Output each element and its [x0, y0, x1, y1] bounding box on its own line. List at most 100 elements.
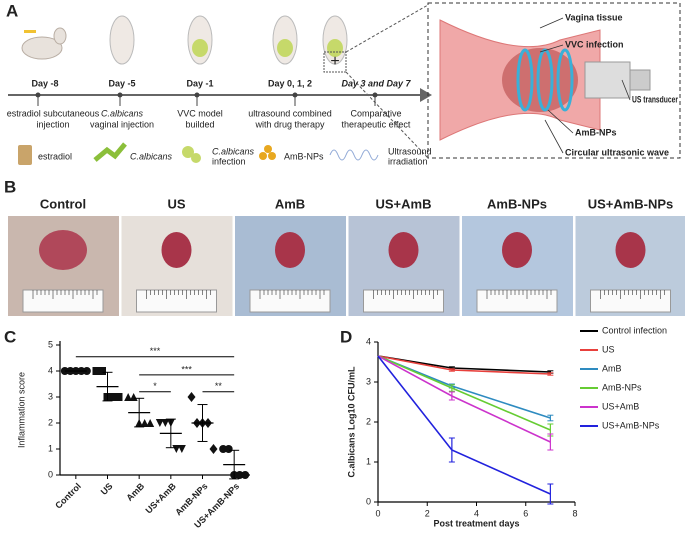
- plus: +: [330, 53, 339, 70]
- y-tick-label: 2: [366, 416, 371, 426]
- point: [114, 393, 123, 401]
- point: [140, 419, 149, 427]
- ruler: [363, 289, 444, 313]
- legend-text: irradiation: [388, 156, 428, 166]
- step-text: with drug therapy: [254, 119, 325, 129]
- point: [235, 471, 244, 479]
- series-line: [377, 355, 551, 495]
- day-label: Day 0, 1, 2: [268, 78, 312, 88]
- x-tick-label: US: [99, 481, 115, 497]
- point: [219, 445, 228, 453]
- y-tick-label: 1: [48, 443, 53, 453]
- point: [172, 445, 181, 453]
- legend-text: C.albicans: [130, 151, 173, 161]
- step-text: ultrasound combined: [248, 108, 332, 118]
- y-tick-label: 0: [48, 469, 53, 479]
- legend-label: US+AmB-NPs: [602, 420, 660, 430]
- inset-label: Vagina tissue: [565, 12, 623, 22]
- photo-lesion: [275, 232, 305, 268]
- step-text: VVC model: [177, 108, 223, 118]
- point: [98, 367, 106, 375]
- legend-label: US: [602, 344, 615, 354]
- sig-label: ***: [150, 346, 161, 356]
- legend-text: estradiol: [38, 151, 72, 161]
- step-text: C.albicans: [101, 108, 144, 118]
- point: [177, 445, 186, 453]
- legend-text: Ultrasound: [388, 146, 432, 156]
- legend-label: Control infection: [602, 325, 667, 335]
- step-text: Comparative: [350, 108, 401, 118]
- ruler: [476, 289, 558, 313]
- inset-label: Circular ultrasonic wave: [565, 147, 669, 157]
- sig-label: ***: [181, 364, 192, 374]
- y-tick-label: 4: [48, 365, 53, 375]
- sig-label: **: [215, 381, 223, 391]
- panel-label: C: [4, 327, 16, 346]
- point: [209, 444, 218, 454]
- point: [224, 445, 233, 453]
- y-tick-label: 4: [366, 336, 371, 346]
- group-label: AmB-NPs: [487, 196, 547, 211]
- point: [187, 392, 196, 402]
- legend-label: US+AmB: [602, 401, 639, 411]
- panel-label: D: [340, 327, 352, 346]
- y-tick-label: 2: [48, 417, 53, 427]
- day-label: Day -5: [108, 78, 135, 88]
- step-text: therapeutic effect: [342, 119, 411, 129]
- y-tick-label: 3: [48, 391, 53, 401]
- x-tick-label: 4: [474, 508, 479, 518]
- y-axis-label: C.albicans Log10 CFU/mL: [346, 366, 356, 478]
- photo-lesion: [161, 232, 192, 268]
- x-tick-label: Control: [53, 481, 83, 511]
- ruler: [249, 289, 331, 313]
- group-label: US+AmB-NPs: [588, 196, 674, 211]
- y-tick-label: 5: [48, 339, 53, 349]
- step-text: vaginal injection: [90, 119, 154, 129]
- point: [146, 419, 155, 427]
- series-line: [377, 355, 551, 419]
- y-tick-label: 1: [366, 456, 371, 466]
- inset-label: VVC infection: [565, 39, 624, 49]
- callout: [539, 44, 564, 53]
- day-label: Day 3 and Day 7: [341, 78, 411, 88]
- group-label: US+AmB: [376, 196, 432, 211]
- point: [241, 471, 250, 479]
- group-label: Control: [40, 196, 86, 211]
- point: [155, 419, 164, 427]
- photo-lesion: [615, 232, 646, 268]
- callout: [547, 109, 574, 134]
- point: [92, 367, 101, 375]
- x-tick-label: 2: [425, 508, 430, 518]
- ruler: [590, 289, 671, 313]
- photo-lesion: [39, 230, 87, 270]
- panel-b-photos: [8, 216, 685, 316]
- x-tick-label: 6: [523, 508, 528, 518]
- panel-label: B: [4, 177, 16, 196]
- y-tick-label: 0: [366, 496, 371, 506]
- callout: [544, 119, 564, 154]
- legend-text: infection: [212, 156, 246, 166]
- callout: [539, 17, 564, 29]
- step-text: builded: [185, 119, 214, 129]
- inset-label: US transducer: [632, 94, 678, 104]
- x-tick-label: AmB: [124, 481, 146, 503]
- legend-text: AmB-NPs: [284, 151, 324, 161]
- series-line: [377, 355, 551, 431]
- point: [124, 393, 133, 401]
- photo-lesion: [502, 232, 532, 268]
- x-tick-label: 0: [375, 508, 380, 518]
- x-tick-label: 8: [572, 508, 577, 518]
- legend-text: C.albicans: [212, 146, 255, 156]
- callout: [621, 79, 631, 101]
- point: [129, 393, 138, 401]
- y-axis-label: Inflammation score: [16, 372, 26, 448]
- group-label: AmB: [275, 196, 305, 211]
- day-label: Day -8: [31, 78, 58, 88]
- legend-label: AmB: [602, 363, 622, 373]
- x-axis-label: Post treatment days: [433, 518, 519, 528]
- panel-label: A: [6, 1, 18, 20]
- ruler: [22, 289, 104, 313]
- photo-lesion: [388, 232, 419, 268]
- ruler: [136, 289, 217, 313]
- point: [161, 419, 170, 427]
